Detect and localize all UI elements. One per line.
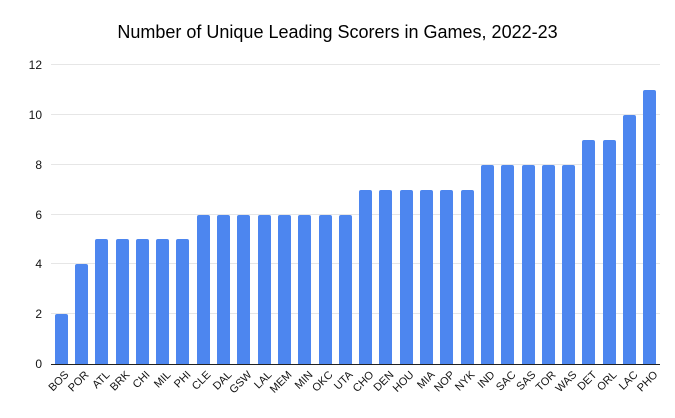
y-axis-label-4: 4 bbox=[35, 257, 42, 272]
bar-POR bbox=[74, 264, 88, 364]
gridline-2 bbox=[51, 313, 660, 315]
bar-OKC bbox=[318, 214, 332, 364]
bar-ATL bbox=[95, 239, 109, 364]
y-axis-label-12: 12 bbox=[28, 58, 42, 72]
bar-MIN bbox=[298, 214, 312, 364]
gridline-4 bbox=[51, 263, 660, 265]
bar-NYK bbox=[460, 189, 474, 364]
bar-NOP bbox=[440, 189, 454, 364]
x-axis-line bbox=[51, 364, 660, 365]
y-axis-label-0: 0 bbox=[35, 357, 42, 371]
bar-ORL bbox=[602, 139, 616, 364]
bar-BOS bbox=[54, 314, 68, 364]
gridline-10 bbox=[51, 113, 660, 115]
y-axis-label-8: 8 bbox=[35, 157, 42, 172]
gridline-12 bbox=[51, 64, 660, 65]
bar-LAL bbox=[257, 214, 271, 364]
y-axis-label-6: 6 bbox=[35, 207, 42, 222]
bar-SAC bbox=[501, 164, 515, 364]
bar-CHI bbox=[135, 239, 149, 364]
bar-PHO bbox=[643, 89, 657, 364]
chart-title: Number of Unique Leading Scorers in Game… bbox=[117, 22, 558, 42]
bar-DET bbox=[582, 139, 596, 364]
bar-BRK bbox=[115, 239, 129, 364]
bar-UTA bbox=[338, 214, 352, 364]
gridline-8 bbox=[51, 163, 660, 165]
bar-MIL bbox=[156, 239, 170, 364]
gridline-6 bbox=[51, 213, 660, 215]
bar-IND bbox=[480, 164, 494, 364]
bar-WAS bbox=[562, 164, 576, 364]
bar-HOU bbox=[399, 189, 413, 364]
y-axis-label-2: 2 bbox=[35, 307, 42, 322]
bar-PHI bbox=[176, 239, 190, 364]
bar-MEM bbox=[277, 214, 291, 364]
bar-CHO bbox=[359, 189, 373, 364]
bar-DEN bbox=[379, 189, 393, 364]
bar-TOR bbox=[541, 164, 555, 364]
bar-SAS bbox=[521, 164, 535, 364]
bar-MIA bbox=[420, 189, 434, 364]
bar-LAC bbox=[623, 114, 637, 364]
bar-CLE bbox=[196, 214, 210, 364]
bar-GSW bbox=[237, 214, 251, 364]
y-axis-label-10: 10 bbox=[28, 107, 42, 122]
bar-DAL bbox=[217, 214, 231, 364]
